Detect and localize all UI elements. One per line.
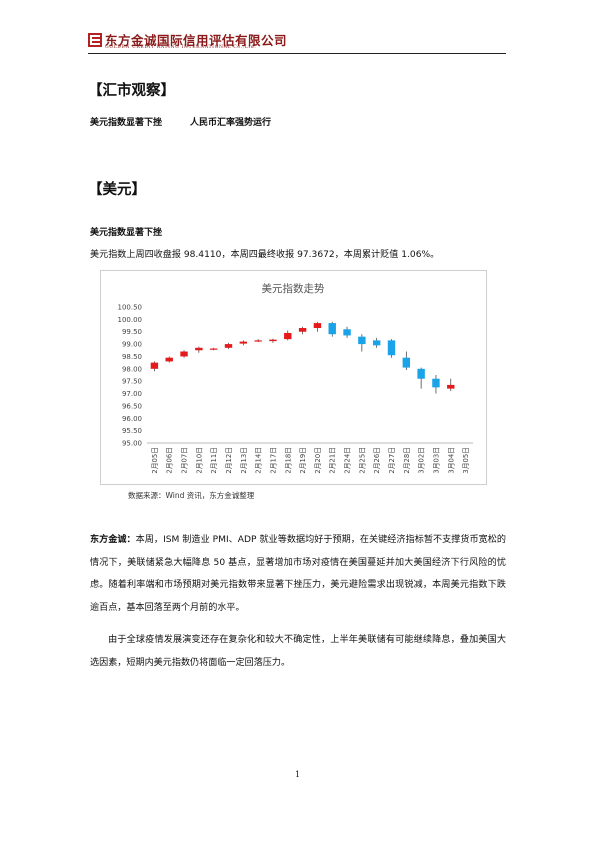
chart-source: 数据来源：Wind 资讯，东方金诚整理 [128, 491, 255, 500]
x-tick-label: 3月02日 [418, 447, 426, 474]
y-tick-label: 97.50 [122, 378, 142, 386]
y-tick-label: 97.00 [122, 390, 142, 398]
analysis-paragraph-2: 由于全球疫情发展演变还存在复杂化和较大不确定性，上半年美联储有可能继续降息，叠加… [90, 629, 506, 674]
x-axis: 2月05日 2月06日 2月07日 2月10日 2月11日 2月12日 2月13日 2月14日… [147, 442, 473, 474]
x-tick-label: 2月14日 [255, 447, 263, 474]
candle-body-down [417, 368, 425, 379]
y-tick-label: 98.50 [122, 353, 142, 361]
y-tick-label: 100.50 [118, 304, 143, 312]
x-tick-label: 2月05日 [151, 447, 159, 474]
section-subtitle: 美元指数显著下挫 [90, 228, 163, 238]
x-tick-label: 2月19日 [299, 447, 307, 474]
x-tick-label: 2月28日 [403, 447, 411, 474]
x-tick-label: 2月25日 [358, 447, 366, 474]
candle-body-down [358, 336, 366, 345]
candle-body-down [343, 329, 351, 336]
candles [150, 321, 455, 394]
y-tick-label: 100.00 [118, 316, 143, 324]
y-axis: 95.00 95.50 96.00 96.50 97.00 97.50 98.00 98.50… [118, 304, 143, 448]
summary-text: 美元指数上周四收盘报 98.4110，本周四最终收报 97.3672，本周累计贬… [90, 250, 440, 260]
candle-body-up [195, 347, 203, 351]
y-tick-label: 95.00 [122, 440, 142, 448]
analysis-lead: 东方金诚： [90, 535, 136, 545]
candle-body-up [165, 357, 173, 362]
headline-right: 人民币汇率强势运行 [190, 118, 272, 128]
candle-body-up [150, 362, 159, 369]
page-number: 1 [294, 770, 301, 779]
x-tick-label: 3月05日 [462, 447, 470, 474]
section-title-market-watch: 【汇市观察】 [88, 83, 175, 99]
x-tick-label: 2月06日 [166, 447, 174, 474]
company-logo-icon [88, 33, 102, 47]
candle-body-up [254, 340, 262, 342]
candle-body-down [402, 357, 411, 368]
candle-body-down [432, 378, 440, 388]
x-tick-label: 2月13日 [240, 447, 248, 474]
y-tick-label: 99.50 [122, 328, 142, 336]
x-tick-label: 2月07日 [181, 447, 189, 474]
section-title-usd: 【美元】 [88, 182, 146, 198]
x-tick-label: 2月17日 [269, 447, 277, 474]
y-tick-label: 99.00 [122, 341, 142, 349]
candle-body-down [328, 323, 336, 335]
x-tick-label: 3月03日 [432, 447, 440, 474]
x-tick-label: 2月12日 [225, 447, 233, 474]
x-tick-label: 2月11日 [210, 447, 218, 474]
x-tick-label: 2月27日 [388, 447, 396, 474]
candle-body-up [180, 351, 188, 357]
chart-svg: 美元指数走势 95.00 95.50 96.00 96.50 97.00 97.50 98.… [118, 282, 473, 474]
y-tick-label: 96.00 [122, 415, 142, 423]
x-tick-label: 2月18日 [284, 447, 292, 474]
x-tick-label: 2月20日 [314, 447, 322, 474]
analysis-paragraph-1: 东方金诚：本周，ISM 制造业 PMI、ADP 就业等数据均好于预期，在关键经济… [90, 529, 506, 619]
candle-body-up [298, 328, 307, 332]
candle-body-up [284, 332, 292, 340]
candle-body-up [209, 348, 218, 350]
candle-body-up [239, 341, 248, 344]
x-tick-label: 3月04日 [447, 447, 455, 474]
brand-name-cn: 东方金诚国际信用评估有限公司 [105, 33, 288, 48]
header-divider [88, 53, 506, 54]
chart-title: 美元指数走势 [262, 282, 325, 295]
headline-left: 美元指数显著下挫 [90, 118, 163, 128]
x-tick-label: 2月21日 [329, 447, 337, 474]
candle-body-down [372, 340, 381, 346]
candle-body-up [269, 339, 277, 342]
brand-name-en: GOLDEN CREDIT RATING INTERNATIONAL Co.,L… [105, 45, 257, 50]
y-tick-label: 98.00 [122, 365, 142, 373]
x-tick-label: 2月24日 [344, 447, 352, 474]
x-tick-label: 2月10日 [195, 447, 203, 474]
usd-index-chart: 美元指数走势 95.00 95.50 96.00 96.50 97.00 97.50 98.… [100, 270, 487, 485]
candle-body-up [224, 344, 233, 348]
candle-body-down [387, 340, 396, 356]
candle-body-up [447, 384, 455, 389]
page-header: 东方金诚国际信用评估有限公司 GOLDEN CREDIT RATING INTE… [88, 31, 506, 53]
y-tick-label: 95.50 [122, 427, 142, 435]
analysis-p2-text: 由于全球疫情发展演变还存在复杂化和较大不确定性，上半年美联储有可能继续降息，叠加… [90, 635, 506, 668]
y-tick-label: 96.50 [122, 402, 142, 410]
candle-body-up [313, 323, 322, 329]
x-tick-label: 2月26日 [373, 447, 381, 474]
analysis-p1-text: 本周，ISM 制造业 PMI、ADP 就业等数据均好于预期，在关键经济指标暂不支… [90, 535, 506, 613]
